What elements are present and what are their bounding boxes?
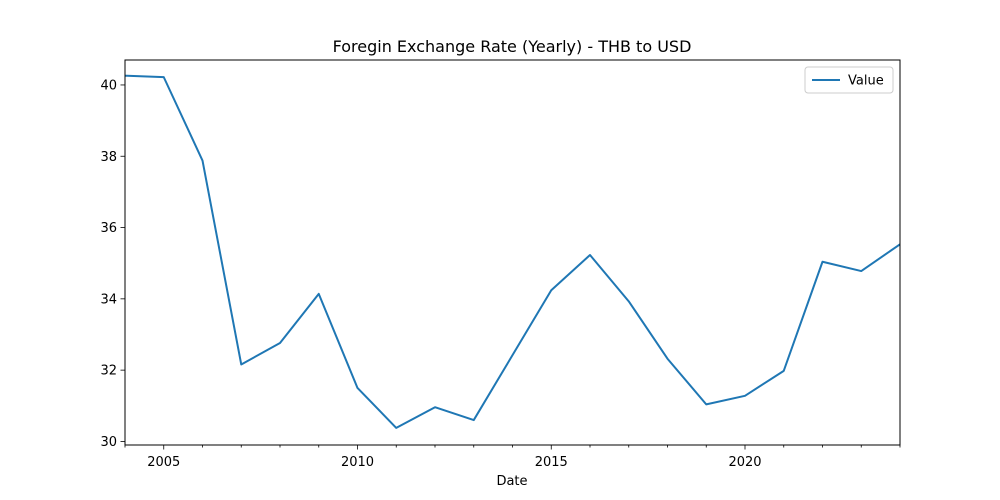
chart-title: Foregin Exchange Rate (Yearly) - THB to …	[333, 37, 692, 56]
y-tick-label: 30	[100, 435, 117, 450]
x-tick-label: 2015	[535, 455, 568, 470]
legend-box	[804, 66, 894, 94]
y-axis: 30 32 34 36 38 40	[100, 78, 125, 450]
x-tick-label: 2005	[147, 455, 180, 470]
x-tick-label: 2020	[728, 455, 761, 470]
legend: Value	[804, 66, 894, 94]
y-tick-label: 38	[100, 150, 117, 165]
x-axis: 2005 2010 2015 2020	[124, 445, 901, 470]
y-tick-label: 36	[100, 221, 117, 236]
plot-area	[124, 74, 901, 429]
y-tick-label: 32	[100, 364, 117, 379]
series-line-value	[124, 74, 901, 429]
legend-label-value: Value	[848, 74, 884, 89]
y-tick-label: 34	[100, 292, 117, 307]
x-axis-label: Date	[496, 474, 527, 489]
x-tick-label: 2010	[341, 455, 374, 470]
y-tick-label: 40	[100, 78, 117, 93]
